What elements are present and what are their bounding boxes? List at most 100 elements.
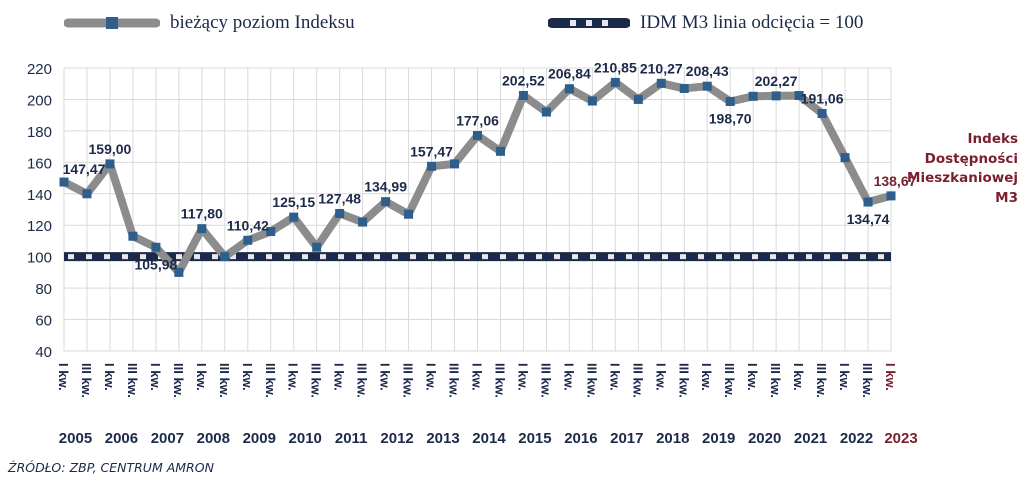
- data-label: 210,27: [640, 60, 683, 76]
- data-point: [518, 90, 528, 100]
- legend-threshold-swatch: [548, 18, 630, 28]
- data-point: [358, 217, 368, 227]
- data-label: 134,99: [364, 179, 407, 195]
- x-tick-label: III kw.: [355, 363, 370, 398]
- data-label: 125,15: [272, 194, 315, 210]
- x-tick-label: III kw.: [217, 363, 232, 398]
- data-label: 138,67: [874, 173, 917, 189]
- legend-series: bieżący poziom Indeksu: [64, 8, 355, 38]
- data-point: [633, 94, 643, 104]
- data-label: 157,47: [410, 143, 453, 159]
- data-point: [817, 109, 827, 119]
- x-tick-label: I kw.: [653, 363, 668, 391]
- index-name-label: Indeks Dostępności Mieszkaniowej M3: [896, 130, 1018, 208]
- data-point: [610, 77, 620, 87]
- y-tick-label: 180: [27, 124, 52, 141]
- year-label: 2007: [151, 430, 184, 447]
- index-name-line: M3: [995, 189, 1018, 206]
- data-label: 210,85: [594, 59, 637, 75]
- x-tick-label: I kw.: [240, 363, 255, 391]
- data-label: 202,52: [502, 72, 545, 88]
- data-point: [771, 91, 781, 101]
- x-tick-label: I kw.: [791, 363, 806, 391]
- x-tick-label: III kw.: [309, 363, 324, 398]
- index-name-line: Indeks: [967, 131, 1018, 147]
- x-tick-label: I kw.: [378, 363, 393, 391]
- year-label: 2017: [610, 430, 643, 447]
- data-label: 191,06: [801, 91, 844, 107]
- x-tick-label: III kw.: [860, 363, 875, 398]
- data-label: 147,47: [63, 161, 106, 177]
- data-label: 206,84: [548, 66, 591, 82]
- x-tick-label: I kw.: [56, 363, 71, 391]
- x-tick-label: I kw.: [286, 363, 301, 391]
- data-label: 110,42: [227, 217, 269, 233]
- data-label: 127,48: [318, 190, 361, 206]
- x-tick-label: I kw.: [194, 363, 209, 391]
- data-point: [381, 197, 391, 207]
- year-label: 2008: [197, 430, 230, 447]
- data-point: [243, 235, 253, 245]
- x-tick-label: I kw.: [470, 363, 485, 391]
- year-label: 2018: [656, 430, 689, 447]
- year-label: 2010: [289, 430, 322, 447]
- index-name-line: Dostępności: [924, 150, 1018, 167]
- data-point: [886, 191, 896, 201]
- data-point: [473, 131, 482, 141]
- data-label: 177,06: [456, 113, 499, 129]
- x-tick-label: III kw.: [401, 363, 416, 398]
- x-tick-label: I kw.: [837, 363, 852, 391]
- x-tick-label: I kw.: [332, 363, 347, 391]
- data-point: [105, 159, 115, 169]
- data-label: 208,43: [686, 63, 729, 79]
- data-point: [541, 107, 551, 117]
- data-point: [151, 242, 161, 252]
- y-tick-label: 40: [35, 344, 52, 361]
- data-point: [656, 78, 666, 88]
- x-tick-label: I kw.: [745, 363, 760, 391]
- source-note: ŹRÓDŁO: ZBP, CENTRUM AMRON: [8, 460, 214, 475]
- data-point: [679, 83, 689, 93]
- data-point: [840, 153, 850, 163]
- year-label: 2009: [243, 430, 276, 447]
- data-point: [748, 91, 758, 101]
- data-point: [197, 224, 207, 234]
- year-label: 2016: [564, 430, 597, 447]
- index-name-line: Mieszkaniowej: [907, 170, 1018, 187]
- y-tick-label: 120: [27, 218, 52, 235]
- x-tick-label: I kw.: [883, 363, 898, 391]
- data-point: [174, 267, 184, 277]
- year-label: 2014: [472, 430, 506, 447]
- year-label: 2020: [748, 430, 781, 447]
- data-label: 159,00: [89, 141, 132, 157]
- x-tick-label: III kw.: [814, 363, 829, 398]
- data-point: [863, 197, 873, 207]
- x-tick-label: I kw.: [424, 363, 439, 391]
- legend-threshold: IDM M3 linia odcięcia = 100: [548, 8, 863, 38]
- data-point: [335, 208, 345, 218]
- x-tick-label: III kw.: [584, 363, 599, 398]
- data-point: [404, 209, 414, 219]
- x-tick-label: III kw.: [492, 363, 507, 398]
- x-tick-label: I kw.: [699, 363, 714, 391]
- x-tick-label: I kw.: [148, 363, 163, 391]
- x-tick-label: III kw.: [768, 363, 783, 398]
- year-label: 2022: [840, 430, 873, 447]
- legend-series-label: bieżący poziom Indeksu: [170, 12, 355, 33]
- x-tick-label: III kw.: [125, 363, 140, 398]
- data-point: [794, 91, 804, 101]
- x-tick-label: III kw.: [79, 363, 94, 398]
- data-point: [450, 159, 460, 169]
- data-point: [495, 146, 505, 156]
- data-point: [128, 231, 138, 241]
- y-tick-label: 200: [27, 92, 52, 109]
- y-tick-label: 140: [27, 187, 52, 204]
- data-point: [702, 81, 712, 91]
- x-tick-label: III kw.: [676, 363, 691, 398]
- y-tick-label: 220: [27, 61, 52, 78]
- data-label: 134,74: [847, 211, 890, 227]
- data-label: 198,70: [709, 110, 752, 126]
- x-tick-label: I kw.: [515, 363, 530, 391]
- x-tick-label: I kw.: [102, 363, 117, 391]
